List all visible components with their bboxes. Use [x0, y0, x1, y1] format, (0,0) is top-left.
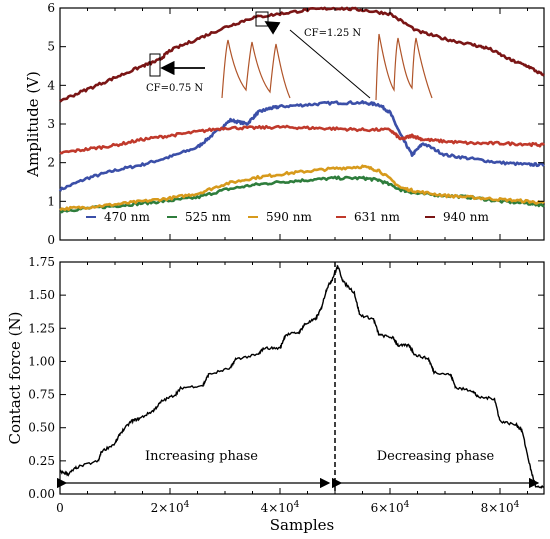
force-plot-frame	[59, 261, 545, 495]
amplitude-panel: 0 1 2 3 4 5 6 Amplitude (V) CF=0.75 N CF=1.25 …	[24, 1, 546, 247]
legend-label: 940 nm	[443, 210, 489, 224]
amplitude-x-ticks	[59, 8, 528, 240]
legend-label: 631 nm	[354, 210, 400, 224]
force-y-axis-title: Contact force (N)	[6, 312, 24, 445]
force-y-tick-label: 1.25	[28, 321, 55, 335]
force-x-tick-label: 8×104	[481, 500, 520, 515]
force-y-tick-label: 1.00	[28, 354, 55, 368]
cf-high-annotation: CF=1.25 N	[304, 28, 361, 39]
cf-low-marker-box	[149, 53, 161, 77]
force-y-tick-label: 1.50	[28, 288, 55, 302]
waveform-inset-right	[375, 33, 433, 101]
force-x-tick-label: 6×104	[371, 500, 410, 515]
force-y-tick-label: 0.25	[28, 454, 55, 468]
amplitude-y-tick-label: 1	[47, 194, 55, 208]
amplitude-legend: 470 nm 525 nm 590 nm 631 nm 940 nm	[86, 210, 489, 224]
amplitude-y-tick-label: 5	[47, 40, 55, 54]
cf-high-arrow	[264, 21, 281, 35]
waveform-inset-left	[221, 39, 291, 99]
series-line-940-nm	[59, 6, 545, 103]
series-line-631-nm	[59, 124, 546, 155]
force-series-group	[59, 264, 545, 489]
decreasing-phase-label: Decreasing phase	[377, 449, 495, 464]
amplitude-y-axis-title: Amplitude (V)	[24, 71, 42, 178]
force-y-tick-label: 0.50	[28, 421, 55, 435]
amplitude-y-tick-label: 0	[47, 233, 55, 247]
legend-label: 590 nm	[266, 210, 312, 224]
increasing-phase-label: Increasing phase	[145, 449, 258, 464]
force-x-tick-label: 0	[56, 501, 64, 515]
amplitude-y-ticks: 0 1 2 3 4 5 6	[47, 1, 544, 247]
amplitude-series-group	[58, 6, 546, 214]
amplitude-y-tick-label: 2	[47, 156, 55, 170]
cf-high-leader-line	[289, 29, 371, 99]
series-line-525-nm	[59, 175, 545, 214]
cf-low-annotation: CF=0.75 N	[146, 83, 203, 94]
legend-label: 525 nm	[185, 210, 231, 224]
force-x-tick-label: 2×104	[151, 500, 190, 515]
amplitude-y-tick-label: 4	[47, 78, 55, 92]
amplitude-y-tick-label: 3	[47, 117, 55, 131]
force-y-tick-label: 0.75	[28, 388, 55, 402]
series-line-590-nm	[59, 164, 545, 212]
contact-force-line	[59, 264, 545, 489]
force-y-tick-label: 1.75	[28, 255, 55, 269]
force-x-axis-title: Samples	[270, 516, 334, 534]
force-x-tick-label: 4×104	[261, 500, 300, 515]
legend-label: 470 nm	[104, 210, 150, 224]
force-x-ticks: 0 2×104 4×104 6×104 8×104	[56, 262, 528, 515]
cf-high-marker-box	[255, 11, 269, 27]
amplitude-y-tick-label: 6	[47, 1, 55, 15]
contact-force-panel: 0.00 0.25 0.50 0.75 1.00 1.25 1.50 1.75 0 2×104 4…	[6, 255, 545, 534]
force-y-tick-label: 0.00	[28, 487, 55, 501]
series-line-470-nm	[58, 100, 545, 192]
force-y-ticks: 0.00 0.25 0.50 0.75 1.00 1.25 1.50 1.75	[28, 255, 544, 501]
